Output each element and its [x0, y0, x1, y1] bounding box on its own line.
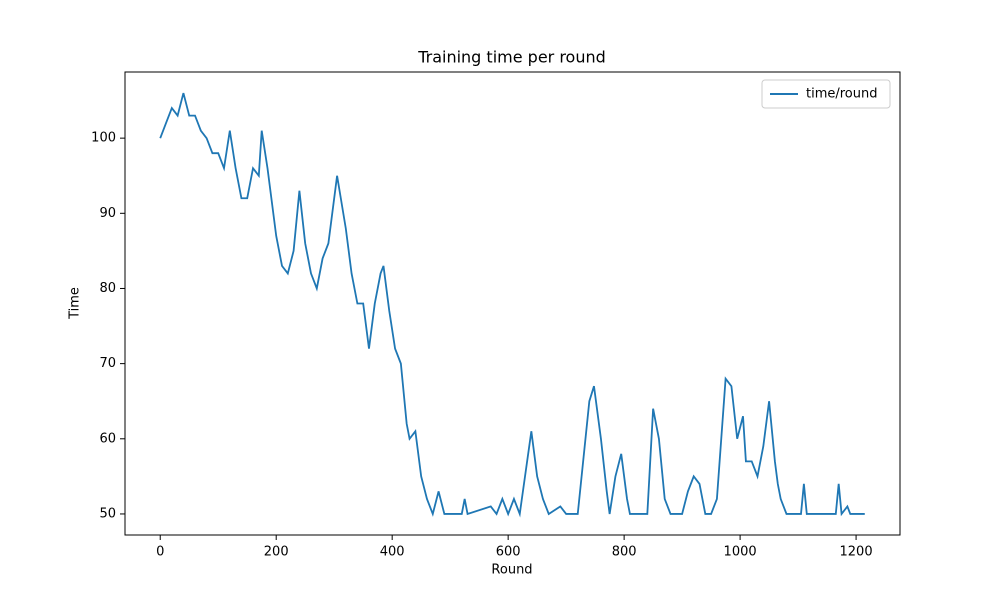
x-tick-label: 200 — [264, 545, 289, 560]
y-tick-label: 60 — [99, 431, 116, 446]
chart-title: Training time per round — [417, 48, 606, 67]
y-tick-label: 80 — [99, 281, 116, 296]
y-tick-label: 90 — [99, 206, 116, 221]
y-tick-label: 100 — [91, 131, 116, 146]
plot-frame — [124, 71, 901, 536]
line — [159, 92, 865, 518]
x-tick-label: 1200 — [840, 545, 873, 560]
legend-box — [761, 79, 891, 109]
x-axis-label: Round — [491, 563, 532, 578]
x-tick-label: 1000 — [724, 545, 757, 560]
x-tick-label: 600 — [496, 545, 521, 560]
y-axis-label: Time — [68, 287, 83, 320]
x-tick-label: 400 — [380, 545, 405, 560]
legend-label: time/round — [806, 87, 878, 102]
x-tick-label: 800 — [612, 545, 637, 560]
y-tick-label: 70 — [99, 356, 116, 371]
y-tick-label: 50 — [99, 506, 116, 521]
x-tick-label: 0 — [156, 545, 164, 560]
